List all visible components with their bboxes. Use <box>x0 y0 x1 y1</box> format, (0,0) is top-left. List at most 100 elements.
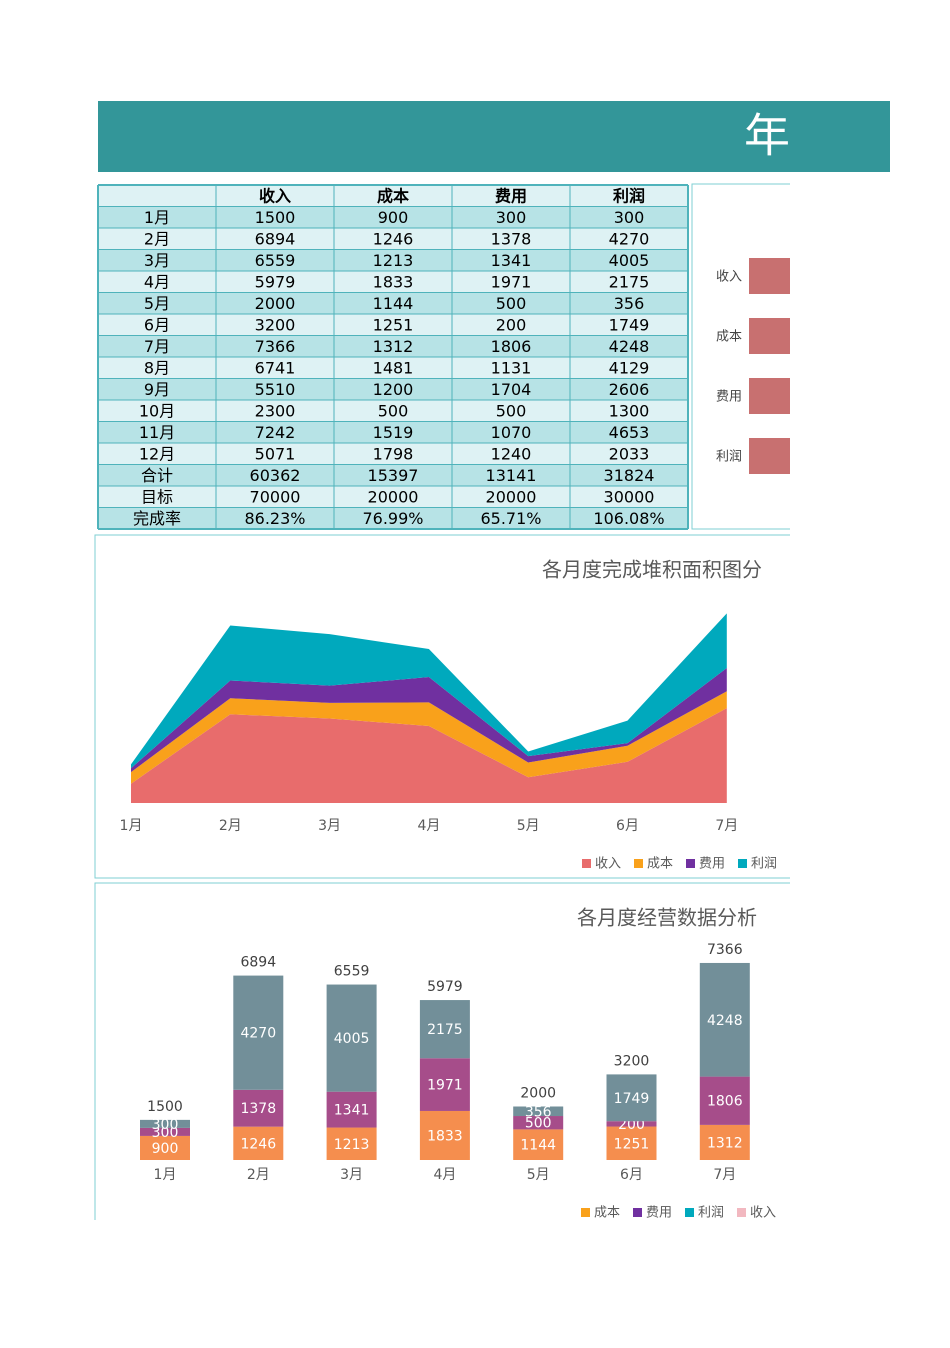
panel-bar <box>749 258 790 294</box>
bar-segment <box>326 984 377 1092</box>
x-tick-label: 6月 <box>616 818 639 834</box>
table-cell: 1131 <box>491 358 532 377</box>
row-header: 12月 <box>139 444 175 463</box>
row-header: 4月 <box>144 272 170 291</box>
table-cell: 65.71% <box>480 509 541 528</box>
table-cell: 70000 <box>250 487 301 506</box>
x-tick-label: 1月 <box>154 1167 177 1183</box>
bar-segment <box>513 1129 564 1160</box>
panel-bar <box>749 438 790 474</box>
row-header: 11月 <box>139 423 175 442</box>
legend-label: 利润 <box>698 1206 724 1221</box>
value-label: 500 <box>525 1116 552 1132</box>
table-row <box>98 228 688 250</box>
x-tick-label: 4月 <box>433 1167 456 1183</box>
total-label: 6894 <box>240 955 276 971</box>
panel-label: 收入 <box>716 270 742 285</box>
bar-segment <box>233 1089 284 1127</box>
table-cell: 60362 <box>250 466 301 485</box>
value-label: 4248 <box>707 1013 743 1029</box>
column-header: 成本 <box>377 186 409 205</box>
row-header: 9月 <box>144 380 170 399</box>
table-cell: 200 <box>496 315 527 334</box>
bar-segment <box>513 1116 564 1130</box>
table-cell: 15397 <box>368 466 419 485</box>
column-header: 费用 <box>495 186 527 205</box>
legend-label: 成本 <box>594 1206 620 1221</box>
page-title: 年 <box>744 109 790 163</box>
total-label: 3200 <box>614 1053 650 1069</box>
table-row <box>98 335 688 357</box>
table-cell: 4653 <box>609 423 650 442</box>
table-row <box>98 507 688 529</box>
value-label: 300 <box>152 1125 179 1141</box>
legend-swatch <box>633 1208 642 1217</box>
table-cell: 1251 <box>373 315 414 334</box>
table-cell: 4005 <box>609 251 650 270</box>
legend-label: 利润 <box>751 857 777 872</box>
table-row <box>98 292 688 314</box>
table-cell: 2300 <box>255 401 296 420</box>
table-cell: 106.08% <box>593 509 664 528</box>
table-row <box>98 486 688 508</box>
legend-label: 收入 <box>750 1206 776 1221</box>
row-header: 1月 <box>144 208 170 227</box>
row-header: 7月 <box>144 337 170 356</box>
table-cell: 1070 <box>491 423 532 442</box>
table-row <box>98 206 688 228</box>
table-cell: 1500 <box>255 208 296 227</box>
table-cell: 3200 <box>255 315 296 334</box>
table-cell: 1481 <box>373 358 414 377</box>
table-cell: 1519 <box>373 423 414 442</box>
table-cell: 20000 <box>486 487 537 506</box>
legend-label: 费用 <box>646 1206 672 1221</box>
value-label: 1971 <box>427 1078 463 1094</box>
row-header: 完成率 <box>133 509 181 528</box>
value-label: 356 <box>525 1104 552 1120</box>
title-banner <box>98 101 890 172</box>
legend-swatch <box>581 1208 590 1217</box>
row-header: 合计 <box>141 466 173 485</box>
value-label: 1144 <box>520 1138 556 1154</box>
value-label: 1806 <box>707 1094 743 1110</box>
table-cell: 2606 <box>609 380 650 399</box>
value-label: 1749 <box>614 1091 650 1107</box>
table-row <box>98 443 688 465</box>
table-cell: 1144 <box>373 294 414 313</box>
table-cell: 1704 <box>491 380 532 399</box>
legend-label: 成本 <box>647 857 673 872</box>
value-label: 4005 <box>334 1031 370 1047</box>
value-label: 1213 <box>334 1137 370 1153</box>
table-row <box>98 271 688 293</box>
x-tick-label: 2月 <box>219 818 242 834</box>
table-cell: 31824 <box>604 466 655 485</box>
bar-segment <box>606 1126 657 1160</box>
value-label: 300 <box>152 1117 179 1133</box>
table-cell: 1378 <box>491 229 532 248</box>
table-cell: 1240 <box>491 444 532 463</box>
table-cell: 2033 <box>609 444 650 463</box>
chart-title: 各月度完成堆积面积图分 <box>542 558 762 582</box>
table-cell: 86.23% <box>244 509 305 528</box>
bar-segment <box>419 1110 470 1160</box>
bar-segment <box>233 975 284 1090</box>
value-label: 1378 <box>240 1101 276 1117</box>
table-cell: 1971 <box>491 272 532 291</box>
total-label: 2000 <box>520 1086 556 1102</box>
area <box>131 691 727 784</box>
area <box>131 613 727 769</box>
table-cell: 500 <box>378 401 409 420</box>
legend-swatch <box>582 859 591 868</box>
table-row <box>98 314 688 336</box>
table-cell: 300 <box>496 208 527 227</box>
chart-frame <box>94 882 790 1220</box>
value-label: 1312 <box>707 1135 743 1151</box>
table-cell: 6741 <box>255 358 296 377</box>
panel-label: 成本 <box>716 330 742 345</box>
legend-label: 收入 <box>595 857 621 872</box>
table-row <box>98 249 688 271</box>
panel-label: 利润 <box>716 450 742 465</box>
row-header: 目标 <box>141 487 173 506</box>
bar-segment <box>140 1119 190 1128</box>
total-label: 5979 <box>427 979 463 995</box>
